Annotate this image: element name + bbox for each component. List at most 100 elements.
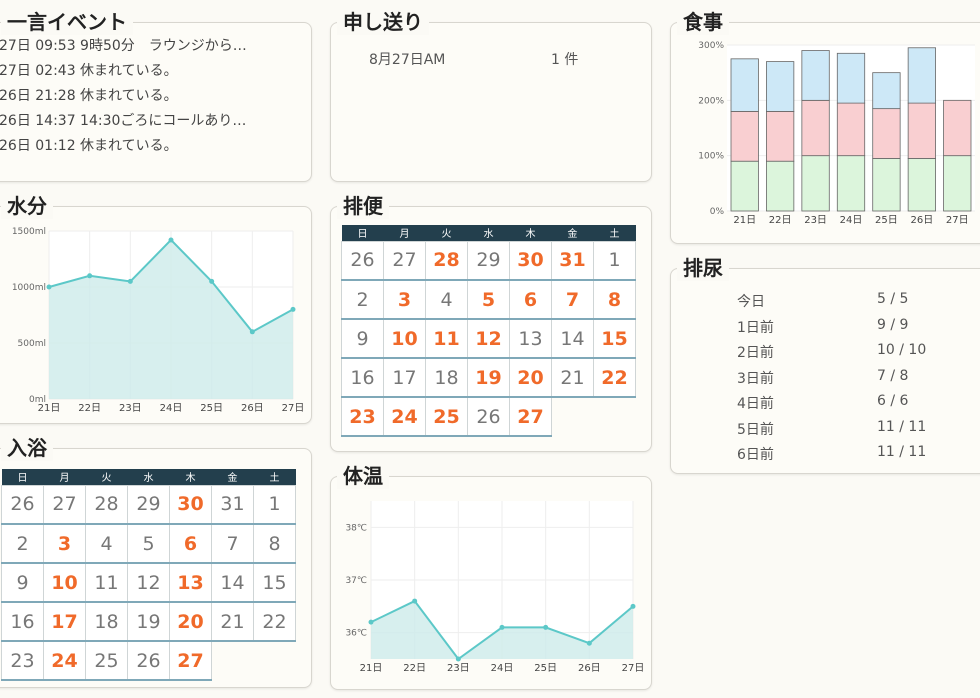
calendar-day[interactable]: 3	[383, 279, 426, 320]
x-tick-label: 27日	[622, 663, 645, 674]
calendar-day[interactable]: 11	[85, 562, 128, 603]
calendar-day[interactable]: 31	[551, 240, 594, 281]
calendar-day[interactable]: 28	[425, 240, 468, 281]
calendar-day[interactable]: 22	[253, 601, 296, 642]
event-item[interactable]: 27日 02:43 休まれている。	[0, 63, 178, 79]
x-tick-label: 23日	[447, 663, 470, 674]
calendar-day[interactable]: 14	[211, 562, 254, 603]
bath-title: 入浴	[1, 435, 53, 461]
urine-panel: 排尿 今日 5 / 5 1日前 9 / 9 2日前 10 / 10 3日前 7 / 8 4日前 6…	[670, 255, 980, 474]
calendar-day[interactable]: 3	[43, 523, 86, 564]
urine-day-label: 1日前	[737, 319, 774, 336]
calendar-day[interactable]: 11	[425, 318, 468, 359]
calendar-day[interactable]: 6	[509, 279, 552, 320]
calendar-day[interactable]: 29	[127, 484, 170, 525]
calendar-day[interactable]: 26	[467, 396, 510, 437]
calendar-day[interactable]: 31	[211, 484, 254, 525]
bath-panel: 入浴 日月火水木金土 26 27 28 29 30 31 1 2 3 4 5 6 7 8 9 10 11 12 13 1…	[0, 435, 312, 688]
weekday-header: 火	[85, 469, 128, 485]
calendar-day[interactable]: 18	[425, 357, 468, 398]
y-tick-label: 36℃	[345, 629, 367, 639]
calendar-day[interactable]: 27	[383, 240, 426, 281]
calendar-day[interactable]: 30	[169, 484, 212, 525]
calendar-day[interactable]: 22	[593, 357, 636, 398]
event-item[interactable]: 26日 14:37 14:30ごろにコールあり…	[0, 113, 247, 129]
calendar-day[interactable]: 8	[593, 279, 636, 320]
y-tick-label: 500ml	[18, 339, 46, 349]
x-tick-label: 27日	[282, 403, 305, 414]
calendar-day[interactable]: 21	[211, 601, 254, 642]
calendar-day[interactable]: 25	[85, 640, 128, 681]
handover-date[interactable]: 8月27日AM	[369, 52, 446, 68]
calendar-day[interactable]: 5	[467, 279, 510, 320]
temperature-point	[412, 598, 418, 604]
weekday-header: 火	[425, 225, 468, 241]
calendar-day[interactable]: 20	[509, 357, 552, 398]
calendar-day[interactable]: 16	[1, 601, 44, 642]
calendar-day[interactable]: 5	[127, 523, 170, 564]
calendar-day[interactable]: 19	[467, 357, 510, 398]
calendar-day[interactable]: 1	[253, 484, 296, 525]
meals-title: 食事	[677, 9, 729, 35]
calendar-day[interactable]: 29	[467, 240, 510, 281]
event-item[interactable]: 27日 09:53 9時50分 ラウンジから…	[0, 38, 247, 54]
calendar-day[interactable]: 7	[551, 279, 594, 320]
meal-bar-segment	[836, 102, 866, 157]
event-item[interactable]: 26日 21:28 休まれている。	[0, 88, 178, 104]
x-tick-label: 26日	[241, 403, 264, 414]
calendar-day[interactable]: 17	[383, 357, 426, 398]
calendar-day[interactable]: 13	[509, 318, 552, 359]
calendar-day[interactable]: 30	[509, 240, 552, 281]
calendar-day[interactable]: 21	[551, 357, 594, 398]
calendar-day[interactable]: 8	[253, 523, 296, 564]
x-tick-label: 21日	[733, 215, 756, 226]
calendar-day[interactable]: 28	[85, 484, 128, 525]
calendar-day[interactable]: 26	[1, 484, 44, 525]
calendar-day[interactable]: 25	[425, 396, 468, 437]
calendar-day[interactable]: 18	[85, 601, 128, 642]
calendar-day[interactable]: 27	[509, 396, 552, 437]
calendar-day[interactable]: 4	[425, 279, 468, 320]
calendar-day[interactable]: 1	[593, 240, 636, 281]
x-tick-label: 22日	[769, 215, 792, 226]
calendar-day[interactable]: 2	[341, 279, 384, 320]
calendar-day[interactable]: 9	[341, 318, 384, 359]
calendar-day[interactable]: 23	[341, 396, 384, 437]
calendar-day[interactable]: 20	[169, 601, 212, 642]
calendar-day[interactable]: 27	[169, 640, 212, 681]
calendar-day[interactable]: 10	[43, 562, 86, 603]
x-tick-label: 23日	[804, 215, 827, 226]
calendar-day[interactable]: 4	[85, 523, 128, 564]
calendar-day[interactable]: 16	[341, 357, 384, 398]
calendar-day[interactable]: 10	[383, 318, 426, 359]
urine-day-label: 3日前	[737, 370, 774, 387]
calendar-day[interactable]: 13	[169, 562, 212, 603]
calendar-day[interactable]: 9	[1, 562, 44, 603]
calendar-day[interactable]: 7	[211, 523, 254, 564]
meal-bar-segment	[872, 72, 901, 110]
handover-count[interactable]: 1 件	[551, 52, 579, 68]
meals-chart: 0% 100% 200% 300% 21日 22日 23日 24日 25日 26日 27日	[698, 41, 975, 226]
meal-bar-segment	[730, 58, 759, 112]
calendar-day[interactable]: 24	[43, 640, 86, 681]
calendar-day[interactable]: 14	[551, 318, 594, 359]
water-point	[46, 284, 52, 290]
weekday-header: 月	[383, 225, 426, 241]
calendar-day[interactable]: 6	[169, 523, 212, 564]
calendar-day[interactable]: 2	[1, 523, 44, 564]
calendar-day[interactable]: 19	[127, 601, 170, 642]
calendar-day[interactable]: 26	[127, 640, 170, 681]
meal-bar-segment	[836, 52, 866, 104]
calendar-day[interactable]: 24	[383, 396, 426, 437]
calendar-day[interactable]: 26	[341, 240, 384, 281]
calendar-day[interactable]: 23	[1, 640, 44, 681]
calendar-day[interactable]: 15	[253, 562, 296, 603]
calendar-day[interactable]: 17	[43, 601, 86, 642]
calendar-day[interactable]: 12	[467, 318, 510, 359]
calendar-day[interactable]: 12	[127, 562, 170, 603]
event-item[interactable]: 26日 01:12 休まれている。	[0, 138, 178, 154]
calendar-day[interactable]: 15	[593, 318, 636, 359]
bath-calendar: 日月火水木金土 26 27 28 29 30 31 1 2 3 4 5 6 7 8 9 10 11 12 13 14 15…	[1, 469, 296, 681]
calendar-day[interactable]: 27	[43, 484, 86, 525]
y-tick-label: 300%	[698, 41, 724, 51]
